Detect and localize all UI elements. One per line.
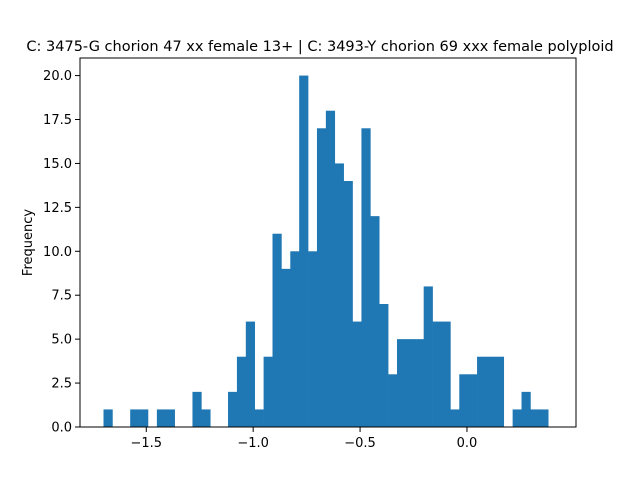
x-tick-label: −1.0 bbox=[237, 436, 269, 451]
histogram-bar bbox=[139, 409, 149, 427]
y-tick-label: 7.5 bbox=[51, 289, 72, 304]
histogram-bar bbox=[512, 409, 522, 427]
histogram-bar bbox=[388, 374, 398, 427]
x-tick-label: −0.5 bbox=[344, 436, 376, 451]
histogram-bars bbox=[103, 75, 549, 428]
histogram-bar bbox=[361, 128, 371, 428]
histogram-bar bbox=[130, 409, 140, 427]
histogram-bar bbox=[405, 339, 416, 427]
histogram-bar bbox=[485, 356, 496, 427]
y-tick-label: 0.0 bbox=[51, 421, 72, 436]
histogram-bar bbox=[103, 409, 113, 427]
histogram-bar bbox=[165, 409, 175, 427]
x-tick-label: −1.5 bbox=[130, 436, 162, 451]
chart-title: C: 3475-G chorion 47 xx female 13+ | C: … bbox=[26, 39, 613, 55]
histogram-bar bbox=[290, 251, 300, 427]
y-tick-label: 15.0 bbox=[43, 157, 72, 172]
histogram-bar bbox=[343, 181, 353, 427]
histogram-bar bbox=[379, 304, 389, 427]
histogram-bar bbox=[299, 75, 309, 427]
y-axis: 0.0 2.5 5.0 7.5 10.0 12.5 15.0 17.5 20.0 bbox=[43, 69, 80, 436]
histogram-bar bbox=[236, 356, 247, 427]
y-axis-label: Frequency bbox=[21, 209, 36, 276]
histogram-bar bbox=[352, 321, 362, 427]
histogram-bar bbox=[423, 286, 433, 427]
histogram-bar bbox=[468, 374, 478, 427]
histogram-bar bbox=[201, 409, 211, 427]
x-tick-label: 0.0 bbox=[457, 436, 478, 451]
histogram-bar bbox=[281, 268, 291, 427]
histogram-bar bbox=[530, 409, 540, 427]
histogram-bar bbox=[334, 163, 344, 427]
histogram-bar bbox=[414, 339, 424, 427]
y-tick-label: 10.0 bbox=[43, 245, 72, 260]
histogram-bar bbox=[477, 356, 487, 427]
plot-frame bbox=[79, 57, 577, 428]
histogram-bar bbox=[494, 356, 505, 427]
y-tick-label: 17.5 bbox=[43, 113, 72, 128]
histogram-bar bbox=[254, 409, 264, 427]
histogram-bar bbox=[308, 251, 318, 427]
histogram-bar bbox=[450, 409, 460, 427]
y-tick-label: 12.5 bbox=[43, 201, 72, 216]
histogram-bar bbox=[370, 216, 380, 427]
y-tick-label: 5.0 bbox=[51, 333, 72, 348]
y-tick-label: 20.0 bbox=[43, 69, 72, 84]
histogram-bar bbox=[397, 339, 407, 427]
histogram-bar bbox=[263, 356, 273, 427]
histogram-bar bbox=[245, 321, 256, 427]
histogram-bar bbox=[539, 409, 549, 427]
histogram-bar bbox=[325, 110, 336, 428]
histogram-bar bbox=[459, 374, 469, 427]
histogram-bar bbox=[272, 233, 282, 427]
histogram-bar bbox=[228, 391, 238, 427]
histogram-bar bbox=[156, 409, 167, 427]
histogram-bar bbox=[521, 391, 531, 427]
histogram-bar bbox=[192, 391, 202, 427]
histogram-bar bbox=[316, 128, 327, 428]
histogram-bar bbox=[441, 321, 451, 427]
y-tick-label: 2.5 bbox=[51, 377, 72, 392]
x-axis: −1.5 −1.0 −0.5 0.0 bbox=[130, 427, 477, 451]
histogram-bar bbox=[432, 321, 442, 427]
